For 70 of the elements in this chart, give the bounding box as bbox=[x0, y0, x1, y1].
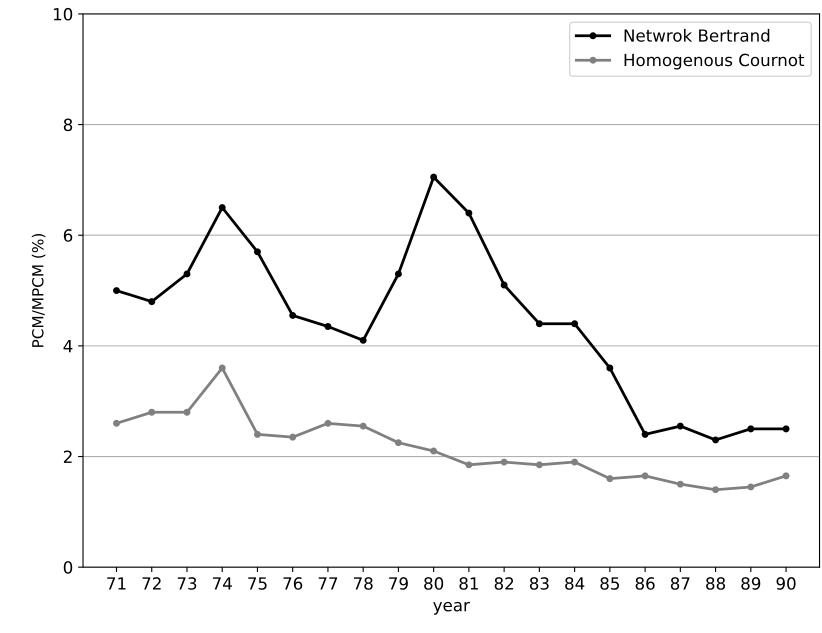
point bbox=[642, 430, 649, 438]
point bbox=[324, 323, 332, 330]
point bbox=[289, 312, 296, 319]
point bbox=[289, 434, 296, 441]
x-tick-label: 71 bbox=[107, 577, 126, 590]
x-tick-label: 81 bbox=[459, 577, 478, 590]
point bbox=[430, 174, 438, 181]
point bbox=[465, 210, 472, 217]
point bbox=[184, 408, 190, 416]
y-axis-title: PCM/MPCM (%) bbox=[32, 234, 46, 347]
point bbox=[536, 320, 543, 328]
x-tick-label: 85 bbox=[600, 577, 620, 590]
legend-label: Homogenous Cournot bbox=[624, 54, 804, 70]
x-tick-label: 76 bbox=[283, 577, 302, 590]
point bbox=[148, 298, 156, 306]
point bbox=[254, 430, 261, 438]
x-tick-label: 82 bbox=[494, 577, 514, 590]
point bbox=[500, 282, 508, 288]
x-tick-label: 75 bbox=[248, 577, 267, 590]
x-tick-label: 86 bbox=[636, 577, 655, 590]
point bbox=[430, 448, 438, 454]
point bbox=[218, 204, 226, 212]
y-tick-label: 10 bbox=[54, 8, 72, 20]
point bbox=[712, 486, 720, 494]
x-tick-label: 74 bbox=[212, 577, 232, 590]
point bbox=[676, 422, 684, 430]
point bbox=[782, 425, 790, 432]
point bbox=[747, 425, 754, 432]
y-tick-label: 0 bbox=[64, 561, 72, 574]
x-tick-label: 77 bbox=[318, 577, 338, 590]
point bbox=[254, 248, 261, 256]
point bbox=[113, 420, 120, 427]
point bbox=[536, 461, 543, 468]
y-tick-label: 8 bbox=[64, 118, 72, 132]
point bbox=[676, 480, 684, 488]
point bbox=[218, 364, 226, 372]
point bbox=[782, 472, 790, 480]
x-tick-label: 84 bbox=[565, 577, 584, 590]
point bbox=[606, 475, 614, 482]
x-tick-label: 83 bbox=[530, 577, 549, 590]
point bbox=[394, 439, 402, 446]
point bbox=[606, 364, 614, 372]
x-tick-label: 90 bbox=[776, 577, 796, 590]
x-tick-label: 73 bbox=[178, 577, 196, 590]
x-tick-label: 72 bbox=[142, 577, 161, 590]
legend-label: Netwrok Bertrand bbox=[624, 28, 770, 42]
point bbox=[184, 270, 190, 278]
point bbox=[712, 436, 720, 444]
point bbox=[360, 422, 367, 430]
x-tick-label: 87 bbox=[670, 577, 690, 590]
point bbox=[465, 461, 472, 468]
point bbox=[148, 408, 156, 416]
point bbox=[500, 458, 508, 466]
x-tick-label: 88 bbox=[706, 577, 726, 590]
x-tick-label: 78 bbox=[354, 577, 373, 590]
point bbox=[360, 336, 367, 344]
y-tick-label: 4 bbox=[64, 340, 72, 352]
y-tick-label: 6 bbox=[64, 229, 72, 242]
x-tick-label: 89 bbox=[741, 577, 760, 590]
x-tick-label: 79 bbox=[389, 577, 408, 590]
y-tick-label: 2 bbox=[64, 450, 72, 463]
point bbox=[324, 420, 332, 427]
point bbox=[571, 320, 578, 328]
point bbox=[113, 287, 120, 294]
point bbox=[747, 483, 754, 490]
point bbox=[642, 472, 649, 480]
point bbox=[571, 458, 578, 466]
x-tick-label: 80 bbox=[424, 577, 444, 590]
x-axis-title: year bbox=[433, 602, 470, 615]
point bbox=[394, 270, 402, 278]
